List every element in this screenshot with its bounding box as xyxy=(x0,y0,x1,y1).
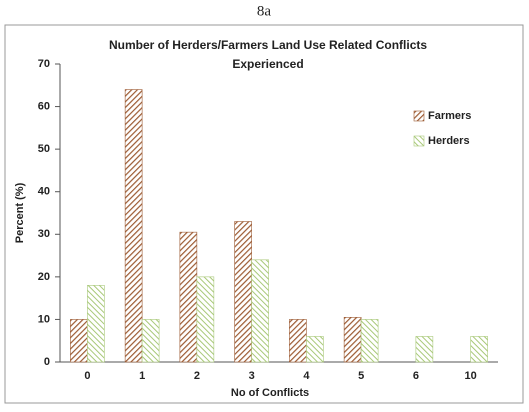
chart-title: Number of Herders/Farmers Land Use Relat… xyxy=(109,38,427,52)
y-tick-label: 20 xyxy=(38,271,50,283)
y-tick-label: 0 xyxy=(44,356,50,368)
x-tick-label: 6 xyxy=(413,370,419,382)
chart-frame xyxy=(4,24,524,404)
x-tick-label: 5 xyxy=(358,370,364,382)
legend-swatch xyxy=(413,110,425,122)
legend-swatch xyxy=(413,135,425,147)
x-tick-label: 3 xyxy=(249,370,255,382)
bar xyxy=(289,319,307,363)
x-tick-label: 4 xyxy=(303,370,310,382)
chart-title: Experienced xyxy=(232,57,303,71)
y-tick-label: 10 xyxy=(38,313,50,325)
y-tick-label: 50 xyxy=(38,143,50,155)
bar xyxy=(360,319,379,363)
x-tick-label: 0 xyxy=(84,370,90,382)
bar xyxy=(306,336,324,363)
bar xyxy=(234,221,252,363)
legend-label: Herders xyxy=(428,135,470,147)
y-tick-label: 60 xyxy=(38,100,50,112)
x-axis-label: No of Conflicts xyxy=(231,387,309,399)
bar xyxy=(70,319,88,363)
bar xyxy=(179,231,198,363)
legend-label: Farmers xyxy=(428,110,471,122)
y-tick-label: 30 xyxy=(38,228,50,240)
x-tick-label: 2 xyxy=(194,370,200,382)
x-tick-label: 10 xyxy=(465,370,477,382)
y-axis-label: Percent (%) xyxy=(14,182,26,243)
bar xyxy=(87,285,105,363)
y-tick-label: 40 xyxy=(38,186,50,198)
x-tick-label: 1 xyxy=(139,370,145,382)
bar xyxy=(124,89,143,363)
bar xyxy=(470,336,488,363)
bar xyxy=(141,319,160,363)
y-tick-label: 70 xyxy=(38,58,50,70)
bar xyxy=(251,259,269,363)
caption: 8a xyxy=(257,3,272,19)
bar xyxy=(196,276,215,363)
bar xyxy=(415,336,434,363)
bar xyxy=(343,316,362,363)
